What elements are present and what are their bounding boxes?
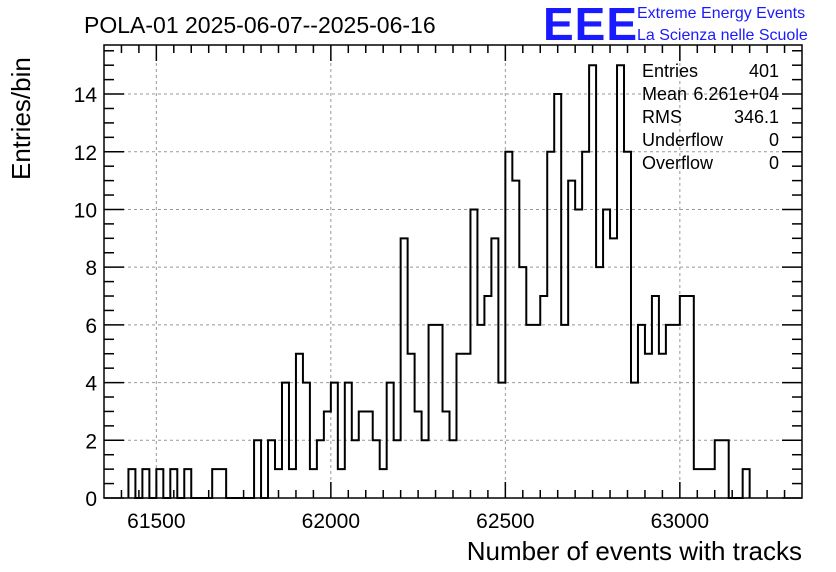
y-tick-label: 8 bbox=[85, 257, 97, 280]
x-tick-label: 62500 bbox=[476, 510, 534, 533]
y-tick-label: 2 bbox=[85, 430, 97, 453]
x-axis-label: Number of events with tracks bbox=[467, 536, 802, 566]
stat-label: Underflow bbox=[642, 130, 724, 150]
x-tick-labels: 61500 62000 62500 63000 bbox=[127, 510, 709, 533]
eee-logo: EEE Extreme Energy Events La Scienza nel… bbox=[543, 0, 808, 50]
stat-value: 346.1 bbox=[734, 107, 779, 127]
x-tick-label: 61500 bbox=[127, 510, 185, 533]
stat-label: RMS bbox=[642, 107, 682, 127]
logo-line-2: La Scienza nelle Scuole bbox=[637, 27, 808, 44]
stat-label: Mean bbox=[642, 84, 687, 104]
chart-title: POLA-01 2025-06-07--2025-06-16 bbox=[84, 12, 436, 38]
y-tick-label: 4 bbox=[85, 373, 97, 396]
stat-value: 401 bbox=[749, 61, 779, 81]
y-tick-label: 14 bbox=[74, 84, 98, 107]
logo-mark: EEE bbox=[543, 0, 638, 50]
y-tick-labels: 0 2 4 6 8 10 12 14 bbox=[74, 84, 98, 511]
y-tick-label: 0 bbox=[85, 488, 97, 511]
stats-box: Entries 401 Mean 6.261e+04 RMS 346.1 Underflow… bbox=[642, 61, 779, 173]
y-axis-label: Entries/bin bbox=[6, 57, 36, 180]
y-tick-label: 12 bbox=[74, 142, 97, 165]
plot-frame bbox=[103, 44, 803, 499]
stat-value: 0 bbox=[769, 153, 779, 173]
logo-line-1: Extreme Energy Events bbox=[637, 5, 805, 22]
y-tick-label: 6 bbox=[85, 315, 97, 338]
x-tick-label: 62000 bbox=[302, 510, 360, 533]
stat-label: Entries bbox=[642, 61, 698, 81]
stat-label: Overflow bbox=[642, 153, 714, 173]
stat-value: 6.261e+04 bbox=[693, 84, 779, 104]
x-tick-label: 63000 bbox=[651, 510, 709, 533]
axis-ticks bbox=[104, 45, 802, 499]
y-tick-label: 10 bbox=[74, 199, 97, 222]
grid-lines bbox=[104, 45, 802, 498]
stat-value: 0 bbox=[769, 130, 779, 150]
